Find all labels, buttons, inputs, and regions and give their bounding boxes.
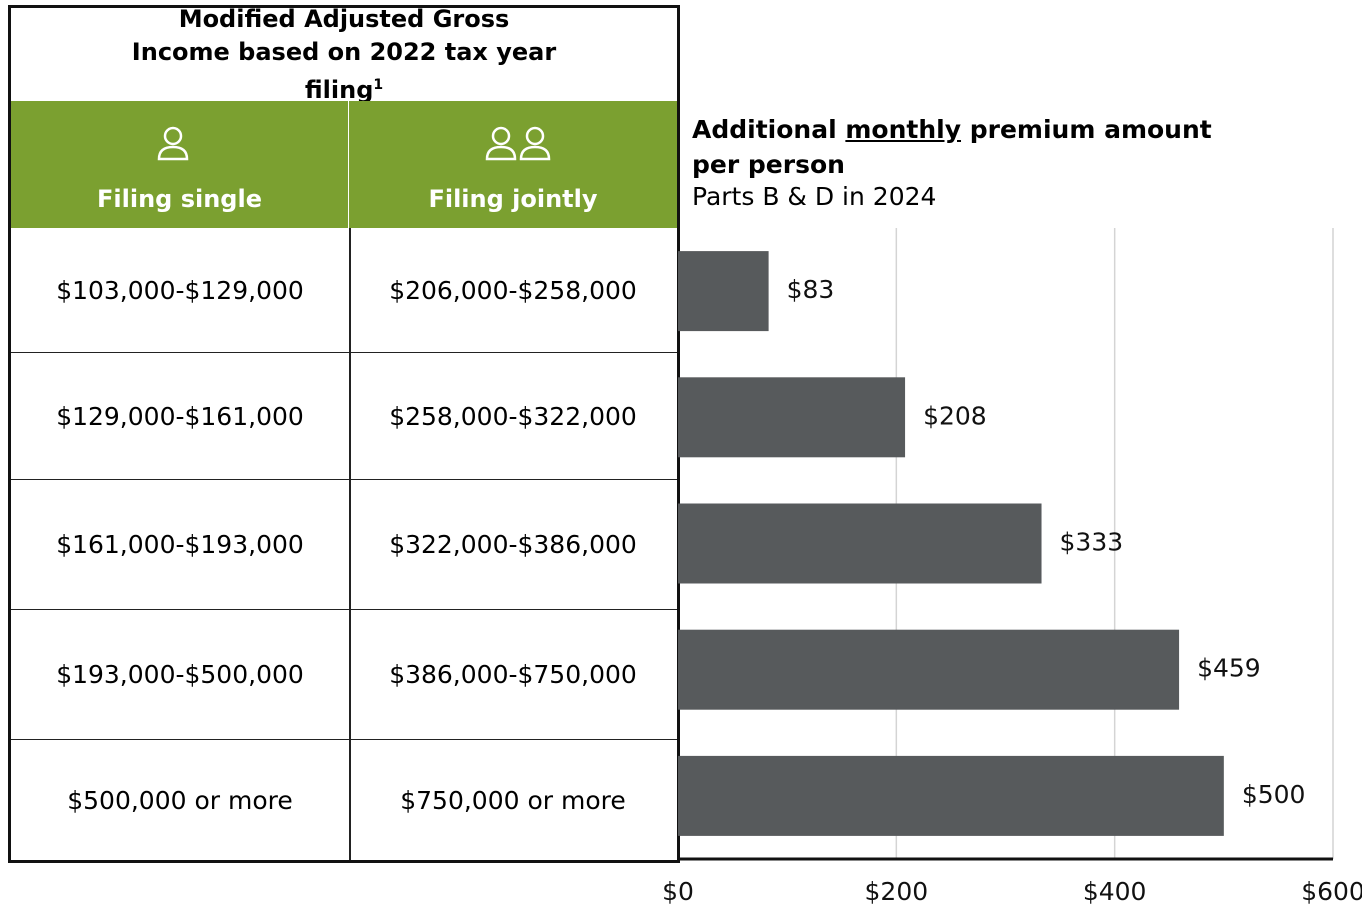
x-tick-label: $0 — [662, 877, 694, 906]
bar — [678, 503, 1042, 584]
value-label: $83 — [787, 275, 835, 304]
column-divider — [349, 228, 351, 860]
header-cell: Filing single — [11, 101, 349, 228]
table-cell: $500,000 or more — [11, 739, 349, 860]
chart-subtitle: Parts B & D in 2024 — [692, 182, 937, 211]
bar — [678, 377, 906, 458]
table-cell: $193,000-$500,000 — [11, 609, 349, 739]
column-header: Filing jointly — [428, 185, 598, 213]
table-cell: $206,000-$258,000 — [389, 275, 637, 305]
title-part: premium amount per person — [692, 115, 1212, 179]
table-title: Modified Adjusted Gross Income based on … — [11, 4, 677, 104]
bar — [678, 251, 769, 332]
table-cell: $386,000-$750,000 — [349, 609, 677, 739]
table-cell: $129,000-$161,000 — [11, 352, 349, 479]
income-table: Modified Adjusted Gross Income based on … — [8, 5, 680, 863]
column-header: Filing single — [97, 185, 262, 213]
chart-title: Additional monthly premium amount per pe… — [692, 112, 1212, 182]
title-part: monthly — [845, 115, 962, 144]
x-tick-label: $200 — [865, 877, 929, 906]
table-cell: $322,000-$386,000 — [349, 479, 677, 609]
table-title-text: Modified Adjusted Gross Income based on … — [131, 4, 557, 104]
single-icon — [157, 126, 189, 161]
bar — [678, 629, 1180, 710]
title-part: Additional — [692, 115, 837, 144]
value-label: $459 — [1197, 654, 1261, 683]
value-label: $500 — [1242, 780, 1306, 809]
bar — [678, 755, 1224, 836]
table-cell: $258,000-$322,000 — [349, 352, 677, 479]
joint-icon — [485, 126, 551, 161]
x-tick-label: $600 — [1301, 877, 1362, 906]
value-label: $333 — [1060, 528, 1124, 557]
table-cell: $161,000-$193,000 — [11, 479, 349, 609]
footnote-mark: 1 — [373, 76, 384, 93]
x-tick-label: $400 — [1083, 877, 1147, 906]
table-cell: $103,000-$129,000 — [56, 275, 304, 305]
value-label: $208 — [923, 401, 987, 430]
header-cell: Filing jointly — [349, 101, 677, 228]
table-cell: $750,000 or more — [349, 739, 677, 860]
